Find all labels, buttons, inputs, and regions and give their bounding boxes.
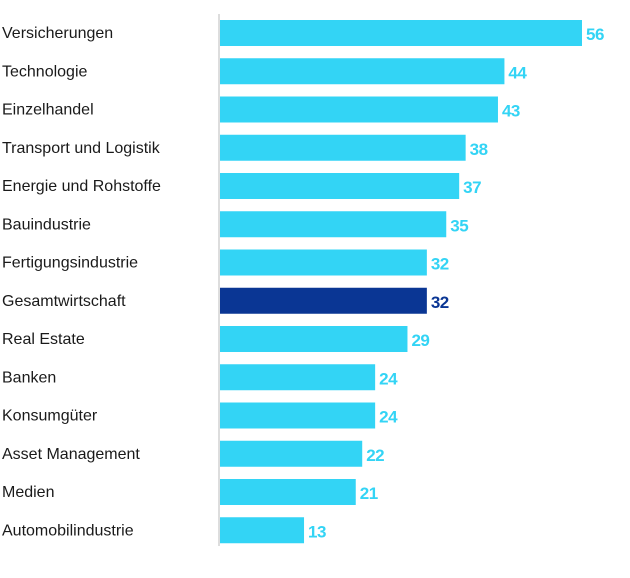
category-label-gesamtwirtschaft: Gesamtwirtschaft (2, 293, 126, 310)
category-label-energie-und-rohstoffe: Energie und Rohstoffe (2, 178, 161, 195)
category-label-versicherungen: Versicherungen (2, 25, 113, 42)
bar-automobilindustrie (220, 517, 305, 544)
bar-bauindustrie (220, 211, 447, 238)
bar-asset-management (220, 440, 363, 467)
category-label-banken: Banken (2, 369, 56, 386)
value-label-gesamtwirtschaft: 32 (431, 293, 449, 312)
bars-group (220, 20, 582, 544)
bar-technologie (220, 58, 505, 85)
category-label-asset-management: Asset Management (2, 446, 140, 463)
bar-transport-und-logistik (220, 134, 466, 161)
value-label-transport-und-logistik: 38 (470, 140, 488, 159)
bar-real-estate (220, 326, 408, 352)
value-label-fertigungsindustrie: 32 (431, 255, 449, 274)
bar-fertigungsindustrie (220, 249, 427, 276)
category-label-technologie: Technologie (2, 63, 88, 80)
value-label-energie-und-rohstoffe: 37 (463, 178, 481, 197)
category-label-real-estate: Real Estate (2, 331, 85, 348)
category-labels-group: Versicherungen Technologie Einzelhandel Tra… (2, 25, 161, 539)
value-label-konsumg-ter: 24 (379, 408, 398, 427)
category-label-fertigungsindustrie: Fertigungsindustrie (2, 255, 138, 272)
value-label-versicherungen: 56 (586, 25, 604, 44)
bar-gesamtwirtschaft (220, 287, 427, 314)
bar-medien (220, 479, 356, 505)
value-label-einzelhandel: 43 (502, 102, 520, 121)
category-label-bauindustrie: Bauindustrie (2, 216, 91, 233)
value-label-real-estate: 29 (411, 331, 429, 350)
value-label-medien: 21 (360, 484, 378, 503)
value-label-technologie: 44 (508, 63, 527, 82)
category-label-medien: Medien (2, 484, 54, 501)
category-label-konsumg-ter: Konsumgüter (2, 408, 98, 425)
value-label-bauindustrie: 35 (450, 216, 468, 235)
bar-einzelhandel (220, 96, 498, 123)
bar-banken (220, 364, 376, 391)
category-label-transport-und-logistik: Transport und Logistik (2, 140, 161, 157)
value-label-asset-management: 22 (366, 446, 384, 465)
bar-konsumg-ter (220, 402, 376, 429)
category-label-einzelhandel: Einzelhandel (2, 102, 94, 119)
bar-energie-und-rohstoffe (220, 173, 460, 199)
category-label-automobilindustrie: Automobilindustrie (2, 522, 134, 539)
bar-versicherungen (220, 20, 582, 46)
value-label-automobilindustrie: 13 (308, 522, 326, 541)
value-label-banken: 24 (379, 369, 398, 388)
